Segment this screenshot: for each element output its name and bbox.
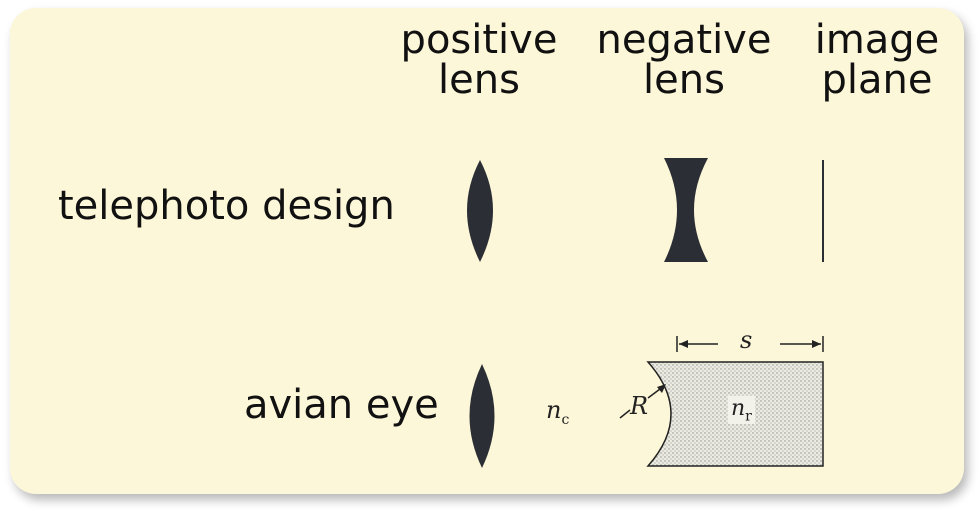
header-positive-lens: positive lens [400, 17, 558, 103]
n-r-symbol: nr [728, 396, 755, 425]
header-negative-lens: negative lens [596, 17, 772, 103]
header-image-plane: image plane [814, 17, 940, 103]
dimension-s [676, 336, 824, 352]
r-symbol: R [630, 392, 649, 420]
positive-lens-avian [469, 364, 495, 468]
s-symbol: s [740, 326, 753, 354]
row-label-telephoto: telephoto design [58, 183, 395, 229]
row-label-avian: avian eye [244, 382, 439, 428]
positive-lens-telephoto [467, 160, 493, 262]
radius-leader [619, 384, 666, 419]
negative-lens-telephoto [664, 158, 708, 262]
n-c-symbol: nc [546, 396, 570, 428]
